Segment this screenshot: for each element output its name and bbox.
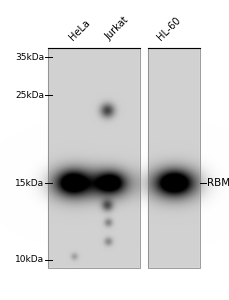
Text: HeLa: HeLa <box>67 17 92 42</box>
Text: 35kDa: 35kDa <box>15 52 44 62</box>
Bar <box>48 48 140 268</box>
Text: 10kDa: 10kDa <box>15 256 44 265</box>
Text: 15kDa: 15kDa <box>15 178 44 188</box>
Text: 25kDa: 25kDa <box>15 91 44 100</box>
Text: Jurkat: Jurkat <box>103 15 130 42</box>
Text: HL-60: HL-60 <box>155 15 182 42</box>
Bar <box>148 48 200 268</box>
Text: RBM3: RBM3 <box>207 178 229 188</box>
